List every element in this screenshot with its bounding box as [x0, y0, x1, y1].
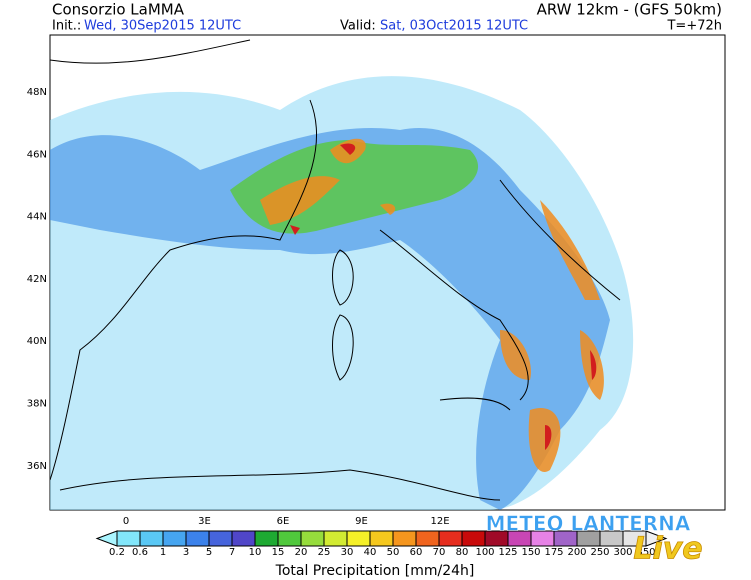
lat-labels: 48N 46N 44N 42N 40N 38N 36N: [27, 87, 47, 472]
colorbar-label: 125: [498, 547, 517, 558]
map: [49, 34, 726, 511]
colorbar-box: [185, 530, 210, 547]
colorbar-box: [116, 530, 141, 547]
colorbar-label: 5: [206, 547, 212, 558]
colorbar-label: 10: [249, 547, 262, 558]
colorbar-label: 40: [364, 547, 377, 558]
lead-time: T=+72h: [666, 19, 722, 34]
colorbar-label: 25: [318, 547, 331, 558]
colorbar-label: 1: [160, 547, 166, 558]
lat-label: 42N: [27, 274, 47, 285]
colorbar-label: 80: [456, 547, 469, 558]
colorbar-box: [162, 530, 187, 547]
colorbar-box: [300, 530, 325, 547]
colorbar-box: [323, 530, 348, 547]
colorbar-box: [369, 530, 394, 547]
colorbar-label: 60: [410, 547, 423, 558]
lat-label: 40N: [27, 336, 47, 347]
lon-labels: 0 3E 6E 9E 12E: [123, 516, 450, 527]
lat-label: 48N: [27, 87, 47, 98]
colorbar-label: 250: [590, 547, 609, 558]
lat-label: 46N: [27, 149, 47, 160]
colorbar-label: 350: [636, 547, 655, 558]
lon-label: 0: [123, 516, 129, 527]
watermark-title: METEO LANTERNA: [486, 512, 691, 536]
colorbar-box: [277, 530, 302, 547]
colorbar-label: 200: [567, 547, 586, 558]
colorbar-label: 15: [272, 547, 285, 558]
lon-label: 12E: [430, 516, 449, 527]
colorbar-box: [415, 530, 440, 547]
colorbar: 0.2 0.6 1 3 5 7 10 15 20 25 30 40 50 60 70 80 100 125 150 1…: [95, 530, 668, 558]
colorbar-label: 0.6: [132, 547, 148, 558]
colorbar-label: 3: [183, 547, 189, 558]
colorbar-box: [346, 530, 371, 547]
colorbar-label: 30: [341, 547, 354, 558]
colorbar-label: 70: [433, 547, 446, 558]
colorbar-end: [95, 530, 118, 547]
lat-label: 36N: [27, 461, 47, 472]
colorbar-label: 300: [613, 547, 632, 558]
colorbar-label: 175: [544, 547, 563, 558]
title: Consorzio LaMMA: [52, 1, 185, 19]
colorbar-box: [392, 530, 417, 547]
colorbar-label: 50: [387, 547, 400, 558]
colorbar-box: [438, 530, 463, 547]
lon-label: 9E: [355, 516, 368, 527]
init-label: Init.:: [52, 19, 81, 34]
watermark-live: Live: [633, 532, 702, 567]
colorbar-label: 7: [229, 547, 235, 558]
valid-label: Valid:: [340, 19, 376, 34]
colorbar-box: [461, 530, 486, 547]
lat-label: 44N: [27, 212, 47, 223]
model: ARW 12km - (GFS 50km): [537, 1, 722, 19]
colorbar-end: [645, 530, 668, 547]
colorbar-label: 100: [475, 547, 494, 558]
colorbar-box: [208, 530, 233, 547]
valid-date: Sat, 03Oct2015 12UTC: [380, 19, 528, 34]
colorbar-label: 20: [295, 547, 308, 558]
lat-label: 38N: [27, 399, 47, 410]
legend-title: Total Precipitation [mm/24h]: [275, 563, 475, 579]
colorbar-label: 150: [521, 547, 540, 558]
colorbar-box: [139, 530, 164, 547]
colorbar-box: [254, 530, 279, 547]
colorbar-label: 0.2: [109, 547, 125, 558]
init-date: Wed, 30Sep2015 12UTC: [84, 19, 241, 34]
lon-label: 3E: [198, 516, 211, 527]
lon-label: 6E: [277, 516, 290, 527]
colorbar-box: [231, 530, 256, 547]
